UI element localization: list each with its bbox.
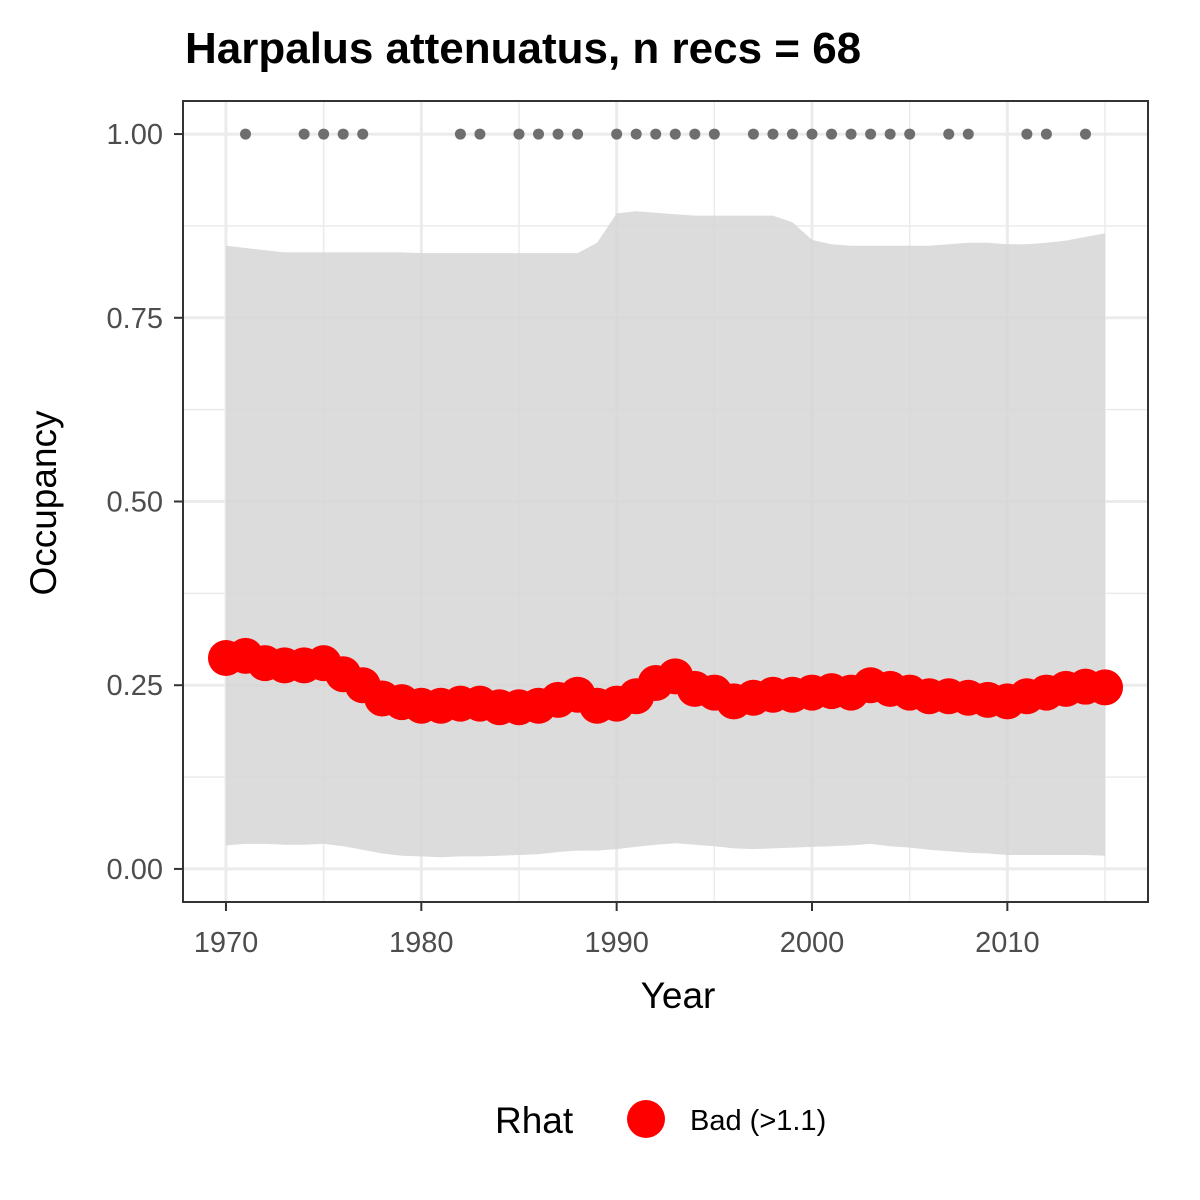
y-tick-label: 0.25	[107, 670, 163, 702]
y-tick-label: 0.75	[107, 303, 163, 335]
record-point	[826, 128, 838, 140]
record-point	[552, 128, 564, 140]
y-tick-label: 0.00	[107, 854, 163, 886]
record-point	[904, 128, 916, 140]
record-point	[962, 128, 974, 140]
occupancy-point	[1087, 669, 1124, 706]
record-point	[943, 128, 955, 140]
record-point	[240, 128, 252, 140]
x-tick-label: 1970	[194, 927, 259, 959]
y-tick-label: 1.00	[107, 119, 163, 151]
record-point	[357, 128, 369, 140]
plot-panel	[182, 100, 1149, 903]
y-axis: 0.00 0.25 0.50 0.75 1.00	[107, 119, 183, 886]
record-point	[630, 128, 642, 140]
record-points	[240, 128, 1091, 140]
record-point	[747, 128, 759, 140]
record-point	[767, 128, 779, 140]
record-point	[865, 128, 877, 140]
x-tick-label: 2000	[780, 927, 845, 959]
y-tick-label: 0.50	[107, 487, 163, 519]
confidence-ribbon	[226, 211, 1105, 858]
record-point	[533, 128, 545, 140]
record-point	[474, 128, 486, 140]
occupancy-points	[207, 637, 1124, 726]
record-point	[337, 128, 349, 140]
x-axis-title: Year	[641, 975, 716, 1016]
record-point	[786, 128, 798, 140]
legend-key-bad	[627, 1100, 665, 1138]
record-point	[845, 128, 857, 140]
record-point	[689, 128, 701, 140]
record-point	[454, 128, 466, 140]
x-tick-label: 1980	[389, 927, 454, 959]
record-point	[1021, 128, 1033, 140]
record-point	[611, 128, 623, 140]
record-point	[806, 128, 818, 140]
record-point	[669, 128, 681, 140]
record-point	[572, 128, 584, 140]
legend: Rhat Bad (>1.1)	[495, 1100, 826, 1141]
legend-label-bad: Bad (>1.1)	[690, 1105, 826, 1137]
chart-title: Harpalus attenuatus, n recs = 68	[185, 24, 861, 73]
record-point	[513, 128, 525, 140]
y-axis-title: Occupancy	[23, 410, 64, 596]
x-tick-label: 1990	[584, 927, 649, 959]
record-point	[650, 128, 662, 140]
record-point	[1079, 128, 1091, 140]
record-point	[708, 128, 720, 140]
legend-title: Rhat	[495, 1100, 574, 1141]
record-point	[318, 128, 330, 140]
record-point	[1040, 128, 1052, 140]
x-tick-label: 2010	[975, 927, 1040, 959]
record-point	[298, 128, 310, 140]
record-point	[884, 128, 896, 140]
x-axis: 1970 1980 1990 2000 2010	[194, 902, 1040, 959]
